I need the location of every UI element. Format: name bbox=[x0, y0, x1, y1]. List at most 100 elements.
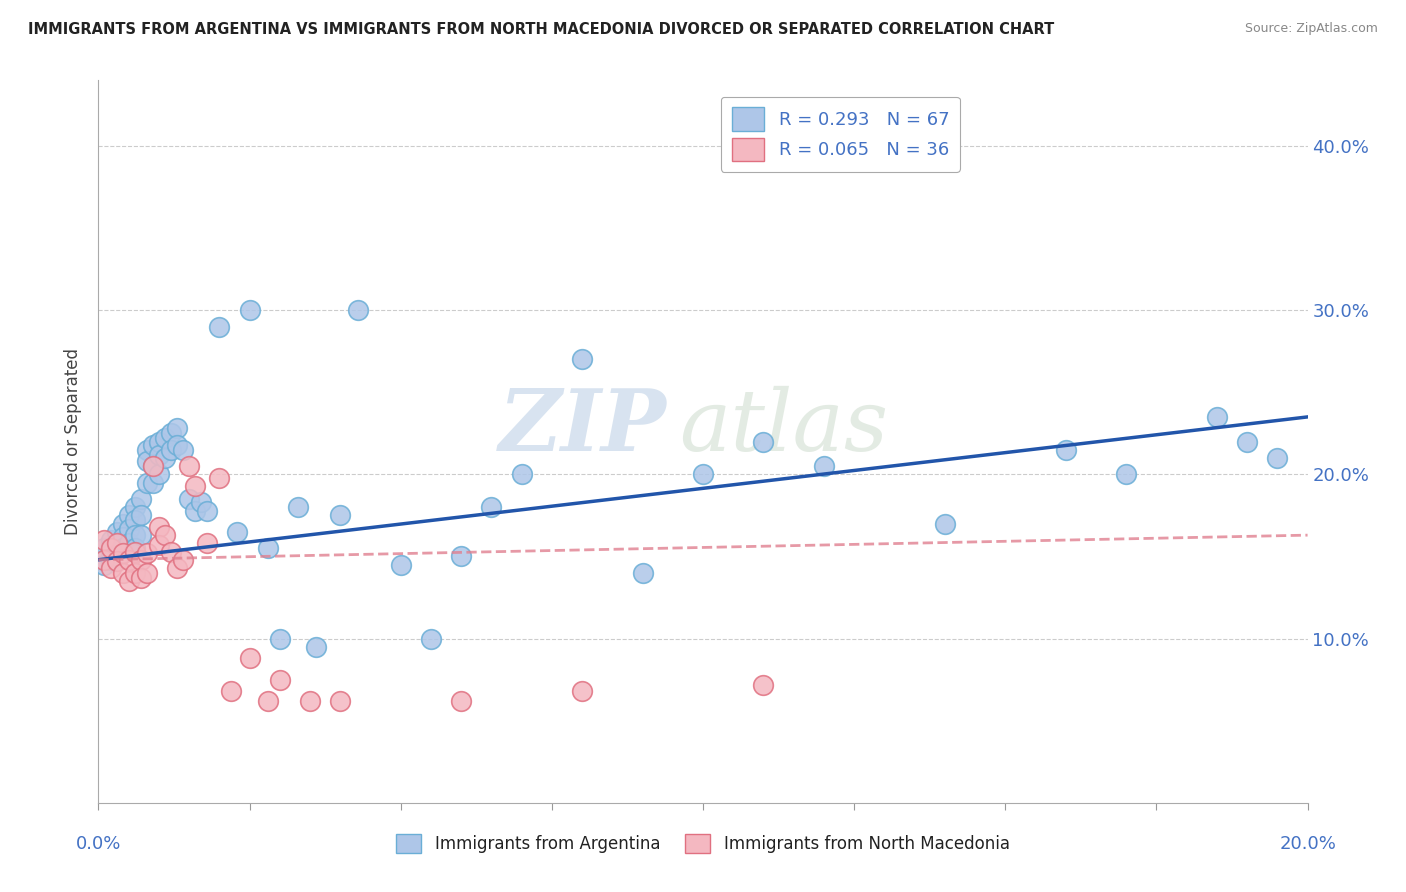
Point bbox=[93, 533, 115, 547]
Point bbox=[129, 571, 152, 585]
Point bbox=[481, 500, 503, 515]
Point bbox=[100, 553, 122, 567]
Point bbox=[510, 467, 533, 482]
Point bbox=[1267, 450, 1289, 465]
Point bbox=[269, 673, 291, 687]
Point bbox=[153, 450, 176, 465]
Point bbox=[93, 553, 115, 567]
Point bbox=[329, 694, 352, 708]
Point bbox=[166, 561, 188, 575]
Point bbox=[129, 553, 152, 567]
Point bbox=[124, 500, 146, 515]
Text: ZIP: ZIP bbox=[499, 385, 666, 469]
Point bbox=[148, 448, 170, 462]
Point bbox=[105, 554, 128, 568]
Point bbox=[329, 508, 352, 523]
Point bbox=[269, 632, 291, 646]
Point bbox=[160, 426, 183, 441]
Point bbox=[347, 303, 370, 318]
Text: Source: ZipAtlas.com: Source: ZipAtlas.com bbox=[1244, 22, 1378, 36]
Point bbox=[100, 546, 122, 560]
Point bbox=[571, 352, 593, 367]
Legend: Immigrants from Argentina, Immigrants from North Macedonia: Immigrants from Argentina, Immigrants fr… bbox=[389, 827, 1017, 860]
Point bbox=[148, 434, 170, 449]
Text: 0.0%: 0.0% bbox=[76, 835, 121, 854]
Text: atlas: atlas bbox=[679, 385, 889, 468]
Point bbox=[118, 553, 141, 567]
Point bbox=[752, 677, 775, 691]
Point bbox=[142, 438, 165, 452]
Point bbox=[142, 475, 165, 490]
Point bbox=[208, 319, 231, 334]
Point bbox=[692, 467, 714, 482]
Point bbox=[135, 546, 157, 560]
Point bbox=[420, 632, 443, 646]
Point bbox=[129, 508, 152, 523]
Point bbox=[124, 566, 146, 580]
Point bbox=[135, 566, 157, 580]
Point bbox=[148, 538, 170, 552]
Point bbox=[305, 640, 328, 654]
Point bbox=[221, 684, 243, 698]
Point bbox=[111, 516, 134, 531]
Point bbox=[129, 491, 152, 506]
Point bbox=[208, 470, 231, 484]
Point bbox=[172, 553, 194, 567]
Point bbox=[153, 528, 176, 542]
Point bbox=[135, 442, 157, 457]
Point bbox=[179, 459, 201, 474]
Point bbox=[93, 541, 115, 556]
Point bbox=[124, 544, 146, 558]
Point bbox=[172, 442, 194, 457]
Point bbox=[256, 694, 278, 708]
Point bbox=[111, 566, 134, 580]
Point bbox=[389, 558, 412, 572]
Point bbox=[105, 536, 128, 550]
Point bbox=[450, 694, 472, 708]
Point bbox=[195, 503, 218, 517]
Point bbox=[105, 549, 128, 564]
Point bbox=[105, 524, 128, 539]
Text: 20.0%: 20.0% bbox=[1279, 835, 1336, 854]
Point bbox=[239, 303, 262, 318]
Point bbox=[129, 528, 152, 542]
Point bbox=[135, 454, 157, 468]
Point bbox=[752, 434, 775, 449]
Point bbox=[100, 561, 122, 575]
Point bbox=[239, 651, 262, 665]
Point bbox=[226, 524, 249, 539]
Point bbox=[111, 541, 134, 556]
Point bbox=[1236, 434, 1258, 449]
Point bbox=[111, 530, 134, 544]
Point bbox=[142, 459, 165, 474]
Point bbox=[184, 503, 207, 517]
Point bbox=[93, 558, 115, 572]
Point bbox=[118, 508, 141, 523]
Point bbox=[100, 541, 122, 556]
Point bbox=[148, 467, 170, 482]
Point bbox=[166, 421, 188, 435]
Point bbox=[153, 431, 176, 445]
Point bbox=[100, 533, 122, 547]
Point bbox=[105, 538, 128, 552]
Point bbox=[934, 516, 956, 531]
Point bbox=[166, 438, 188, 452]
Point bbox=[93, 553, 115, 567]
Y-axis label: Divorced or Separated: Divorced or Separated bbox=[65, 348, 83, 535]
Point bbox=[118, 536, 141, 550]
Point bbox=[124, 513, 146, 527]
Point bbox=[631, 566, 654, 580]
Point bbox=[111, 546, 134, 560]
Point bbox=[142, 459, 165, 474]
Point bbox=[184, 479, 207, 493]
Point bbox=[287, 500, 309, 515]
Point bbox=[299, 694, 322, 708]
Point bbox=[813, 459, 835, 474]
Text: IMMIGRANTS FROM ARGENTINA VS IMMIGRANTS FROM NORTH MACEDONIA DIVORCED OR SEPARAT: IMMIGRANTS FROM ARGENTINA VS IMMIGRANTS … bbox=[28, 22, 1054, 37]
Point bbox=[195, 536, 218, 550]
Point bbox=[571, 684, 593, 698]
Point bbox=[1054, 442, 1077, 457]
Point bbox=[160, 442, 183, 457]
Point bbox=[1206, 409, 1229, 424]
Point bbox=[148, 520, 170, 534]
